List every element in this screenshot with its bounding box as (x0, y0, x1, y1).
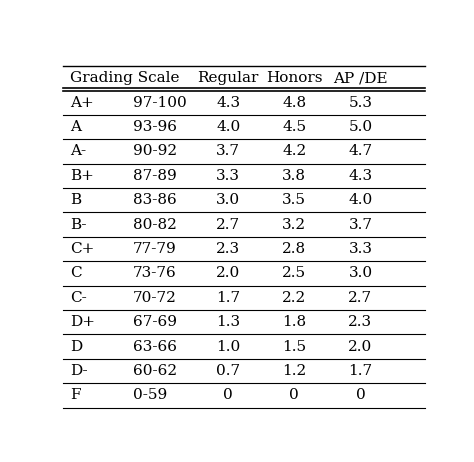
Text: 2.2: 2.2 (282, 291, 307, 305)
Text: 2.0: 2.0 (348, 340, 373, 353)
Text: 77-79: 77-79 (133, 242, 176, 256)
Text: C-: C- (70, 291, 87, 305)
Text: B-: B- (70, 218, 87, 231)
Text: 67-69: 67-69 (133, 315, 177, 329)
Text: 3.3: 3.3 (348, 242, 373, 256)
Text: 2.7: 2.7 (348, 291, 373, 305)
Text: B: B (70, 193, 82, 207)
Text: 0: 0 (290, 389, 299, 402)
Text: 4.3: 4.3 (348, 169, 373, 183)
Text: 3.3: 3.3 (216, 169, 240, 183)
Text: 4.0: 4.0 (216, 120, 240, 134)
Text: 0: 0 (223, 389, 233, 402)
Text: 1.5: 1.5 (283, 340, 306, 353)
Text: 1.7: 1.7 (348, 364, 373, 378)
Text: A+: A+ (70, 96, 94, 109)
Text: 0-59: 0-59 (133, 389, 167, 402)
Text: 3.0: 3.0 (216, 193, 240, 207)
Text: 5.3: 5.3 (348, 96, 373, 109)
Text: Honors: Honors (266, 71, 323, 85)
Text: 97-100: 97-100 (133, 96, 186, 109)
Text: 83-86: 83-86 (133, 193, 176, 207)
Text: 0.7: 0.7 (216, 364, 240, 378)
Text: Regular: Regular (198, 71, 259, 85)
Text: 2.3: 2.3 (348, 315, 373, 329)
Text: 73-76: 73-76 (133, 267, 176, 280)
Text: 70-72: 70-72 (133, 291, 177, 305)
Text: 2.3: 2.3 (216, 242, 240, 256)
Text: 2.5: 2.5 (283, 267, 306, 280)
Text: 2.8: 2.8 (283, 242, 306, 256)
Text: 3.2: 3.2 (283, 218, 306, 231)
Text: 4.8: 4.8 (283, 96, 306, 109)
Text: 5.0: 5.0 (348, 120, 373, 134)
Text: 90-92: 90-92 (133, 145, 177, 158)
Text: D-: D- (70, 364, 88, 378)
Text: 3.8: 3.8 (283, 169, 306, 183)
Text: 4.5: 4.5 (283, 120, 306, 134)
Text: C+: C+ (70, 242, 95, 256)
Text: 3.5: 3.5 (283, 193, 306, 207)
Text: 4.0: 4.0 (348, 193, 373, 207)
Text: A: A (70, 120, 81, 134)
Text: 1.2: 1.2 (282, 364, 307, 378)
Text: 3.0: 3.0 (348, 267, 373, 280)
Text: D+: D+ (70, 315, 95, 329)
Text: 60-62: 60-62 (133, 364, 177, 378)
Text: 93-96: 93-96 (133, 120, 177, 134)
Text: 87-89: 87-89 (133, 169, 176, 183)
Text: 4.2: 4.2 (282, 145, 307, 158)
Text: 4.3: 4.3 (216, 96, 240, 109)
Text: 80-82: 80-82 (133, 218, 177, 231)
Text: 1.8: 1.8 (283, 315, 306, 329)
Text: 1.7: 1.7 (216, 291, 240, 305)
Text: C: C (70, 267, 82, 280)
Text: 63-66: 63-66 (133, 340, 177, 353)
Text: F: F (70, 389, 81, 402)
Text: 1.0: 1.0 (216, 340, 240, 353)
Text: 1.3: 1.3 (216, 315, 240, 329)
Text: AP /DE: AP /DE (333, 71, 388, 85)
Text: 2.7: 2.7 (216, 218, 240, 231)
Text: 2.0: 2.0 (216, 267, 240, 280)
Text: B+: B+ (70, 169, 94, 183)
Text: A-: A- (70, 145, 86, 158)
Text: Grading Scale: Grading Scale (70, 71, 180, 85)
Text: 3.7: 3.7 (216, 145, 240, 158)
Text: D: D (70, 340, 82, 353)
Text: 0: 0 (356, 389, 365, 402)
Text: 3.7: 3.7 (348, 218, 373, 231)
Text: 4.7: 4.7 (348, 145, 373, 158)
